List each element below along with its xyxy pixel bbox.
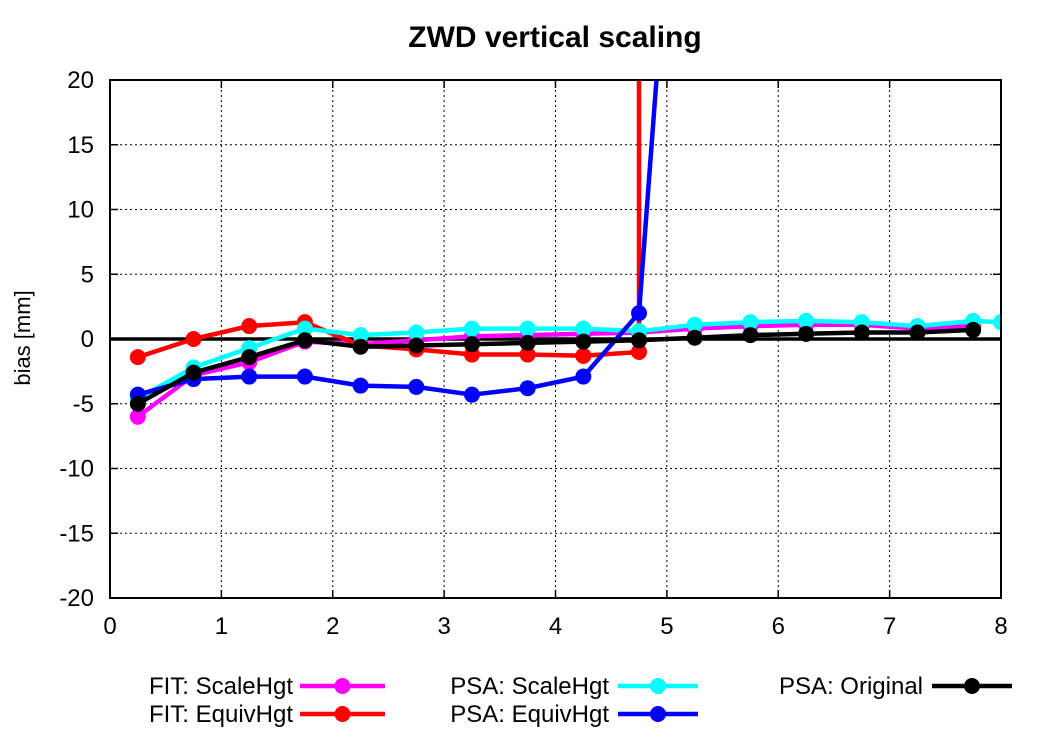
data-point-psa-scalehgt bbox=[742, 314, 759, 331]
data-point-psa-original bbox=[296, 332, 313, 349]
plot-series bbox=[129, 80, 1001, 425]
data-point-fit-equivhgt bbox=[241, 318, 258, 335]
data-point-psa-equivhgt bbox=[631, 305, 648, 322]
data-point-psa-scalehgt bbox=[519, 320, 536, 337]
data-point-psa-original bbox=[408, 337, 425, 354]
data-point-psa-equivhgt bbox=[352, 377, 369, 394]
y-tick-label: 0 bbox=[81, 326, 94, 353]
y-tick-label: 5 bbox=[81, 261, 94, 288]
data-point-psa-original bbox=[742, 327, 759, 344]
legend-label: PSA: EquivHgt bbox=[450, 701, 609, 728]
data-point-psa-original bbox=[463, 336, 480, 353]
data-point-psa-scalehgt bbox=[575, 320, 592, 337]
y-tick-label: 20 bbox=[67, 67, 94, 94]
data-point-psa-scalehgt bbox=[463, 320, 480, 337]
legend-entry-fit-equivhgt: FIT: EquivHgt bbox=[149, 701, 385, 728]
data-point-psa-scalehgt bbox=[686, 316, 703, 333]
y-tick-label: -5 bbox=[73, 391, 94, 418]
data-point-psa-equivhgt bbox=[296, 368, 313, 385]
y-tick-label: -15 bbox=[59, 520, 94, 547]
data-point-psa-original bbox=[965, 321, 982, 338]
x-tick-label: 3 bbox=[437, 613, 450, 640]
data-point-psa-original bbox=[631, 332, 648, 349]
data-point-fit-equivhgt bbox=[185, 331, 202, 347]
data-point-psa-scalehgt bbox=[296, 320, 313, 337]
data-point-psa-equivhgt bbox=[241, 368, 258, 385]
data-point-psa-scalehgt bbox=[352, 327, 369, 344]
data-point-psa-equivhgt bbox=[575, 368, 592, 385]
legend-swatch-marker bbox=[650, 678, 666, 694]
legend-entry-psa-scalehgt: PSA: ScaleHgt bbox=[450, 673, 698, 700]
series-psa-equivhgt bbox=[129, 80, 659, 403]
data-point-fit-equivhgt bbox=[631, 343, 648, 360]
x-tick-label: 8 bbox=[994, 613, 1007, 640]
series-psa-original bbox=[129, 321, 982, 412]
x-tick-label: 7 bbox=[883, 613, 896, 640]
legend-swatch-marker bbox=[334, 678, 351, 694]
data-point-fit-equivhgt bbox=[519, 346, 536, 363]
data-point-psa-equivhgt bbox=[408, 378, 425, 395]
y-tick-label: 10 bbox=[67, 197, 94, 224]
data-point-fit-equivhgt bbox=[129, 349, 146, 366]
data-point-psa-scalehgt bbox=[993, 314, 1001, 331]
y-tick-label: -20 bbox=[59, 585, 94, 612]
legend-entry-psa-equivhgt: PSA: EquivHgt bbox=[450, 701, 698, 728]
legend-label: PSA: ScaleHgt bbox=[450, 673, 609, 700]
legend-entry-psa-original: PSA: Original bbox=[779, 673, 1012, 700]
legend-swatch-marker bbox=[964, 678, 980, 694]
x-tick-label: 2 bbox=[326, 613, 339, 640]
data-point-psa-original bbox=[241, 349, 258, 366]
x-tick-label: 6 bbox=[772, 613, 785, 640]
series-fit-equivhgt bbox=[129, 80, 648, 366]
chart-title: ZWD vertical scaling bbox=[408, 21, 701, 54]
series-line-fit-equivhgt bbox=[137, 80, 642, 360]
series-line-fit-scalehgt bbox=[136, 322, 974, 419]
x-tick-label: 1 bbox=[215, 613, 228, 640]
x-tick-label: 5 bbox=[660, 613, 673, 640]
data-point-psa-scalehgt bbox=[408, 324, 425, 341]
series-line-psa-original bbox=[136, 327, 974, 406]
legend-entry-fit-scalehgt: FIT: ScaleHgt bbox=[149, 673, 385, 700]
axis-ticks: 0 1 2 3 4 5 6 7 8 -20 -15 -10 -5 0 5 10 15 20 bbox=[59, 67, 1007, 640]
y-axis-label: bias [mm] bbox=[10, 290, 35, 385]
y-tick-label: 15 bbox=[67, 132, 94, 159]
data-point-psa-original bbox=[352, 338, 369, 355]
data-point-psa-original bbox=[853, 324, 870, 341]
data-point-psa-original bbox=[686, 329, 703, 346]
legend-label: FIT: ScaleHgt bbox=[149, 673, 293, 700]
x-tick-label: 0 bbox=[103, 613, 116, 640]
data-point-psa-original bbox=[909, 324, 926, 341]
data-point-psa-scalehgt bbox=[798, 312, 815, 329]
x-tick-label: 4 bbox=[549, 613, 562, 640]
data-point-fit-equivhgt bbox=[575, 347, 592, 364]
legend-swatch-marker bbox=[334, 706, 351, 722]
legend-swatch-marker bbox=[650, 706, 666, 722]
data-point-psa-equivhgt bbox=[519, 380, 536, 397]
data-point-psa-equivhgt bbox=[463, 386, 480, 403]
y-tick-label: -10 bbox=[59, 456, 94, 483]
data-point-psa-original bbox=[798, 325, 815, 342]
data-point-psa-original bbox=[575, 333, 592, 350]
data-point-fit-scalehgt bbox=[129, 408, 146, 425]
legend-label: PSA: Original bbox=[779, 673, 923, 700]
legend-label: FIT: EquivHgt bbox=[149, 701, 293, 728]
data-point-psa-original bbox=[519, 334, 536, 351]
data-point-psa-original bbox=[185, 364, 202, 381]
data-point-psa-original bbox=[129, 395, 146, 412]
